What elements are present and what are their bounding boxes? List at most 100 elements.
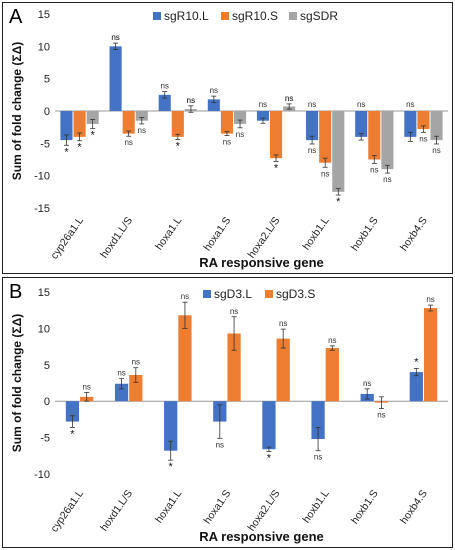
- a-bar: [430, 111, 443, 141]
- a-significance-label: ns: [308, 100, 316, 109]
- b-significance-label: ns: [279, 319, 287, 328]
- a-significance-label: *: [176, 140, 181, 152]
- a-category-label: hoxa2.L/S: [246, 215, 283, 261]
- a-category-label: cyp26a1.L: [48, 215, 86, 262]
- b-bar: [423, 308, 438, 402]
- b-bar: [65, 401, 80, 422]
- b-bar: [276, 338, 290, 402]
- b-significance-label: ns: [377, 410, 385, 419]
- a-bar: [109, 46, 122, 112]
- a-y-tick-label: -5: [40, 138, 50, 150]
- b-bar: [325, 348, 339, 402]
- a-bar: [270, 111, 283, 159]
- b-bar: [114, 383, 129, 402]
- a-significance-label: ns: [138, 126, 146, 135]
- a-legend-label: sgR10.S: [232, 9, 278, 23]
- a-legend-label: sgR10.L: [164, 9, 209, 23]
- b-bar: [164, 401, 178, 451]
- a-bar: [158, 94, 171, 111]
- a-significance-label: ns: [357, 100, 365, 109]
- a-significance-label: ns: [419, 134, 427, 143]
- b-bar: [262, 401, 276, 450]
- b-y-tick-label: 10: [38, 323, 50, 335]
- a-bar: [355, 111, 368, 137]
- a-y-tick-label: 15: [38, 9, 50, 21]
- a-significance-label: ns: [308, 146, 316, 155]
- a-significance-label: ns: [223, 138, 231, 147]
- a-significance-label: ns: [285, 94, 293, 103]
- a-significance-label: ns: [383, 175, 391, 184]
- a-bar: [86, 111, 99, 124]
- b-category-label: hoxa1.L: [153, 488, 184, 526]
- a-y-tick-label: 10: [38, 41, 50, 53]
- b-category-label: hoxd1.L/S: [98, 488, 135, 534]
- b-significance-label: ns: [117, 369, 125, 378]
- a-category-label: hoxd1.L/S: [98, 215, 135, 261]
- b-category-label: hoxb1.S: [349, 488, 381, 526]
- a-y-tick-label: 0: [44, 106, 50, 118]
- a-x-axis-title: RA responsive gene: [199, 255, 324, 270]
- a-bar: [381, 111, 394, 170]
- a-significance-label: ns: [259, 100, 267, 109]
- b-legend-label: sgD3.S: [276, 287, 315, 301]
- a-bar: [306, 111, 319, 141]
- b-significance-label: *: [169, 461, 174, 473]
- b-bar: [178, 315, 192, 402]
- a-bar: [60, 111, 73, 141]
- b-significance-label: ns: [363, 379, 371, 388]
- a-category-label: hoxb1.L: [300, 215, 331, 253]
- b-y-tick-label: 15: [38, 287, 50, 299]
- a-bar: [207, 99, 220, 111]
- a-bar: [122, 111, 135, 134]
- b-y-tick-label: -10: [34, 469, 50, 481]
- a-significance-label: ns: [111, 33, 119, 42]
- a-legend-swatch: [289, 12, 297, 20]
- a-significance-label: ns: [321, 169, 329, 178]
- b-y-tick-label: 0: [44, 396, 50, 408]
- b-bar: [311, 401, 325, 440]
- b-significance-label: ns: [230, 307, 238, 316]
- b-bar: [129, 374, 143, 402]
- a-significance-label: *: [336, 196, 341, 208]
- chart-b-svg: B 151050-5-10*nscyp26a1.Lnsnshoxd1.L/S*ns…: [9, 281, 448, 544]
- b-bar: [227, 333, 241, 402]
- b-significance-label: ns: [328, 336, 336, 345]
- a-category-label: hoxb1.S: [349, 215, 381, 253]
- b-category-label: hoxa1.S: [201, 488, 233, 526]
- a-bar: [220, 111, 233, 134]
- b-y-tick-label: -5: [40, 433, 50, 445]
- b-legend-swatch: [203, 290, 211, 298]
- a-significance-label: ns: [285, 94, 293, 103]
- a-significance-label: ns: [160, 82, 168, 91]
- a-panel-label: A: [9, 6, 23, 28]
- b-x-axis-title: RA responsive gene: [199, 529, 324, 544]
- b-category-label: cyp26a1.L: [48, 488, 86, 535]
- b-category-label: hoxb1.L: [300, 488, 331, 526]
- a-bar: [233, 111, 247, 124]
- b-panel-label: B: [9, 281, 22, 303]
- b-legend-swatch: [265, 290, 273, 298]
- a-bar: [332, 111, 345, 192]
- a-y-tick-label: -10: [34, 171, 50, 183]
- a-bar: [256, 111, 270, 121]
- a-significance-label: ns: [406, 100, 414, 109]
- b-category-label: hoxb4.S: [398, 488, 430, 526]
- panel-b: B 15 10 5 0 -5 -10 * ns cyp26a1.L ns ns hoxd1.L/S * ns…: [2, 277, 453, 548]
- a-category-label: hoxb4.S: [398, 215, 430, 253]
- b-significance-label: *: [267, 452, 272, 464]
- a-significance-label: *: [64, 146, 69, 158]
- a-category-label: hoxa1.L: [153, 215, 184, 253]
- b-significance-label: *: [414, 356, 419, 368]
- a-bar: [135, 111, 148, 121]
- b-bar: [409, 372, 423, 402]
- a-significance-label: ns: [187, 96, 195, 105]
- b-significance-label: ns: [181, 292, 189, 301]
- a-y-axis-title: Sum of fold change (ΣΔ): [10, 42, 24, 181]
- b-significance-label: ns: [132, 358, 140, 367]
- a-significance-label: *: [91, 129, 96, 141]
- a-bar: [319, 111, 332, 163]
- b-y-axis-title: Sum of fold change (ΣΔ): [10, 314, 24, 453]
- b-significance-label: ns: [216, 440, 224, 449]
- b-y-tick-label: 5: [44, 360, 50, 372]
